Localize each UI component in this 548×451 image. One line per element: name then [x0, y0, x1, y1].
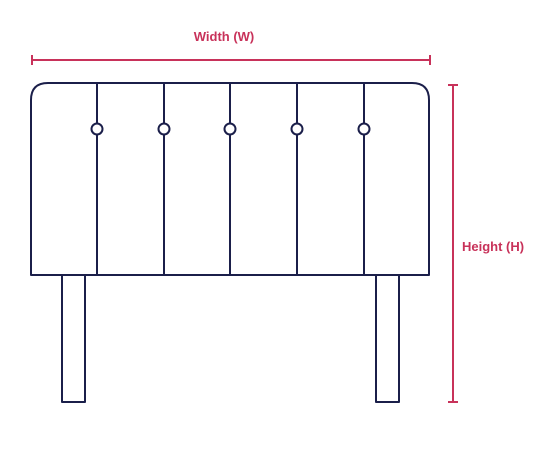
width-label: Width (W)	[193, 29, 255, 44]
tuft-button-5	[357, 122, 371, 136]
tuft-button-4	[290, 122, 304, 136]
tuft-button-1	[90, 122, 104, 136]
tuft-button-2	[157, 122, 171, 136]
leg-right	[375, 274, 400, 403]
tuft-button-3	[223, 122, 237, 136]
headboard	[30, 82, 430, 403]
width-dimension	[31, 55, 431, 65]
height-label: Height (H)	[462, 239, 525, 254]
leg-left	[61, 274, 86, 403]
height-dimension	[448, 84, 458, 403]
